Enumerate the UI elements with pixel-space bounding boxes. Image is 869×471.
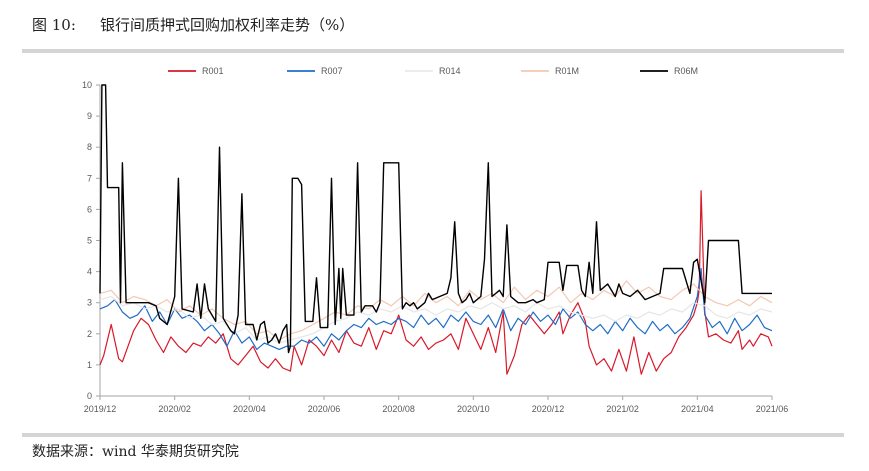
x-tick-label: 2021/06 [756, 404, 789, 414]
figure-title: 图 10: 银行间质押式回购加权利率走势（%） [32, 14, 354, 35]
series-line-r007 [99, 267, 773, 350]
x-tick-label: 2020/12 [532, 404, 565, 414]
y-tick-label: 6 [87, 204, 92, 214]
x-tick-label: 2020/04 [233, 404, 266, 414]
x-tick-label: 2020/06 [308, 404, 341, 414]
x-tick-label: 2021/04 [681, 404, 714, 414]
x-tick-label: 2020/02 [158, 404, 191, 414]
series-line-r014 [99, 295, 773, 344]
figure-number: 图 10: [32, 16, 76, 34]
series-line-r001 [99, 190, 773, 375]
legend-label-r007: R007 [321, 66, 343, 76]
x-tick-label: 2020/08 [382, 404, 415, 414]
y-tick-label: 10 [82, 80, 92, 90]
bottom-rule [22, 433, 844, 437]
y-tick-label: 5 [87, 236, 92, 246]
data-source: 数据来源：wind 华泰期货研究院 [32, 444, 239, 460]
figure-caption: 银行间质押式回购加权利率走势（%） [100, 16, 355, 34]
y-tick-label: 9 [87, 111, 92, 121]
y-tick-label: 0 [87, 391, 92, 401]
legend-label-r014: R014 [439, 66, 461, 76]
legend-label-r01m: R01M [555, 66, 579, 76]
series-line-r01m [99, 280, 773, 341]
legend-label-r001: R001 [202, 66, 224, 76]
x-tick-label: 2019/12 [84, 404, 117, 414]
legend-label-r06m: R06M [674, 66, 698, 76]
top-rule [22, 49, 844, 53]
x-tick-label: 2020/10 [457, 404, 490, 414]
series-line-r06m [99, 84, 772, 354]
y-tick-label: 1 [87, 360, 92, 370]
y-tick-label: 8 [87, 142, 92, 152]
y-tick-label: 4 [87, 267, 92, 277]
y-tick-label: 2 [87, 329, 92, 339]
x-tick-label: 2021/02 [606, 404, 639, 414]
y-tick-label: 3 [87, 298, 92, 308]
y-tick-label: 7 [87, 173, 92, 183]
